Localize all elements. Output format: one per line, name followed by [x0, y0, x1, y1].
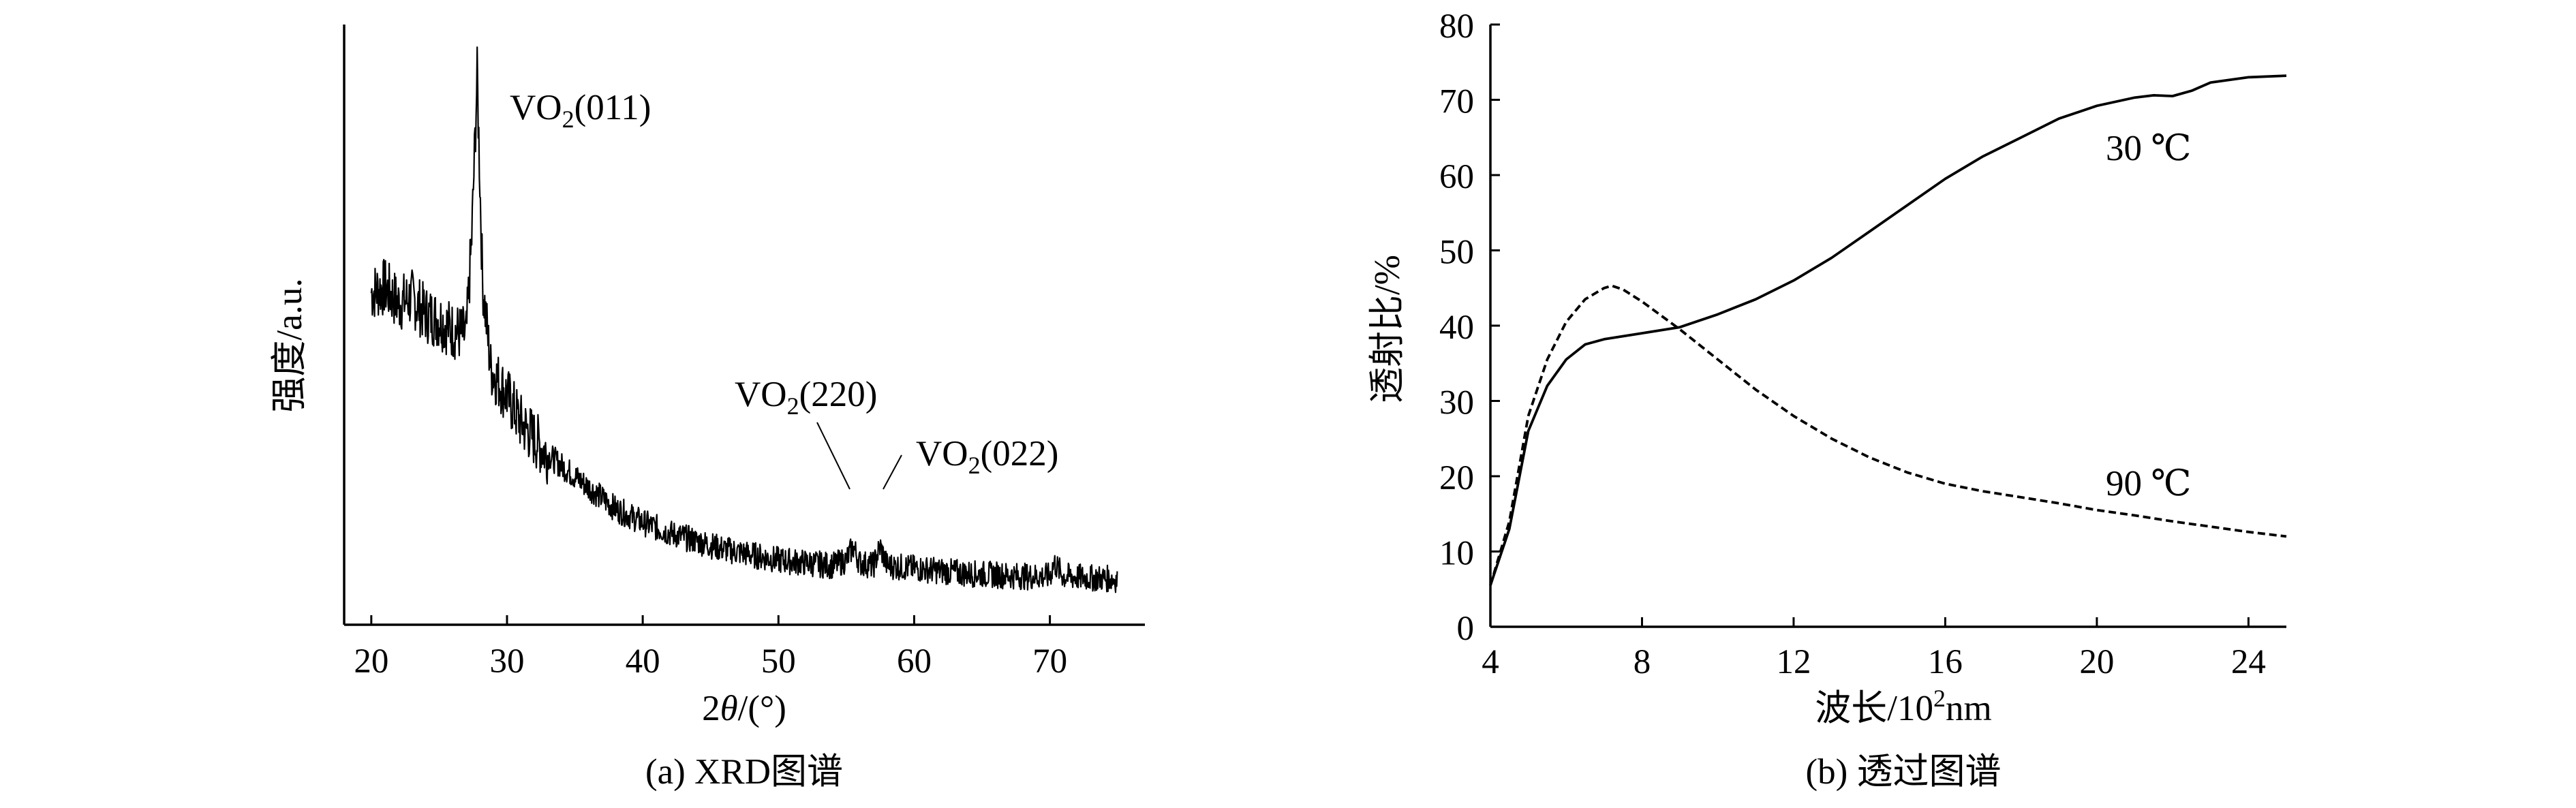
panel-b-y-tick-label: 80 [1439, 7, 1474, 46]
x-label-unit: nm [1946, 689, 1992, 728]
x-label-main: 波长/10 [1815, 689, 1933, 728]
panel-b-x-tick-label: 8 [1634, 643, 1651, 681]
panel-b-transmission: 0 10 20 30 40 50 60 70 80 4 8 12 16 20 24 30 ℃ 90 ℃ 透射比/%… [1368, 7, 2287, 792]
panel-b-x-tick-label: 20 [2079, 643, 2114, 681]
peak-label-miller: (220) [799, 375, 878, 414]
panel-a-peak-label: VO2(220) [735, 375, 877, 420]
peak-label-base: VO [735, 375, 787, 414]
peak-label-base: VO [916, 434, 968, 473]
x-label-prefix: 2 [702, 689, 720, 728]
x-label-superscript: 2 [1933, 685, 1946, 712]
peak-label-miller: (022) [981, 434, 1059, 473]
panel-b-y-tick-label: 20 [1439, 459, 1474, 497]
panel-b-y-tick-label: 10 [1439, 535, 1474, 573]
panel-a-peak-label: VO2(011) [510, 88, 651, 133]
panel-a-x-tick-label: 40 [626, 642, 660, 681]
panel-b-caption: (b) 透过图谱 [1805, 752, 2001, 792]
panel-b-x-tick-label: 24 [2231, 643, 2266, 681]
panel-b-x-tick-label: 12 [1776, 643, 1811, 681]
panel-b-y-tick-label: 70 [1439, 83, 1474, 121]
panel-a-xrd-trace [370, 46, 1118, 593]
panel-b-x-tick-label: 4 [1482, 643, 1499, 681]
panel-b-y-tick-label: 60 [1439, 158, 1474, 196]
panel-b-y-tick-label: 30 [1439, 384, 1474, 422]
panel-a-x-label: 2θ/(°) [702, 689, 786, 728]
panel-b-series-90c-line [1489, 284, 2287, 586]
panel-b-y-tick-label: 50 [1439, 234, 1474, 272]
peak-label-subscript: 2 [562, 106, 574, 133]
peak-label-base: VO [510, 88, 562, 127]
panel-b-y-tick-label: 40 [1439, 309, 1474, 347]
panel-b-y-label: 透射比/% [1368, 255, 1407, 403]
panel-a-x-tick-label: 70 [1032, 642, 1067, 681]
panel-b-series-label-90c: 90 ℃ [2106, 464, 2192, 503]
x-label-theta: θ [720, 689, 738, 728]
peak-label-miller: (011) [574, 88, 651, 127]
panel-a-leader-line-220 [816, 422, 850, 490]
panel-a-x-tick-label: 30 [489, 642, 524, 681]
panel-a-leader-line-022 [883, 454, 902, 490]
panel-a-x-tick-label: 50 [761, 642, 796, 681]
panel-b-y-tick-label: 0 [1457, 610, 1475, 648]
x-label-suffix: /(°) [738, 689, 786, 728]
panel-a-x-tick-label: 60 [897, 642, 932, 681]
panel-b-x-tick-label: 16 [1928, 643, 1963, 681]
peak-label-subscript: 2 [787, 392, 799, 420]
panel-b-series-label-30c: 30 ℃ [2106, 129, 2192, 168]
panel-a-x-tick-label: 20 [354, 642, 388, 681]
panel-a-y-label: 强度/a.u. [270, 278, 309, 412]
panel-b-x-label: 波长/102nm [1815, 685, 1991, 728]
panel-a-peak-label: VO2(022) [916, 434, 1058, 479]
peak-label-subscript: 2 [968, 452, 981, 479]
panel-a-caption: (a) XRD图谱 [645, 752, 843, 792]
panel-b-series-30c-line [1489, 74, 2287, 586]
panel-a-xrd: 20 30 40 50 60 70VO2(011)VO2(220)VO2(022)强度/a… [270, 25, 1145, 792]
